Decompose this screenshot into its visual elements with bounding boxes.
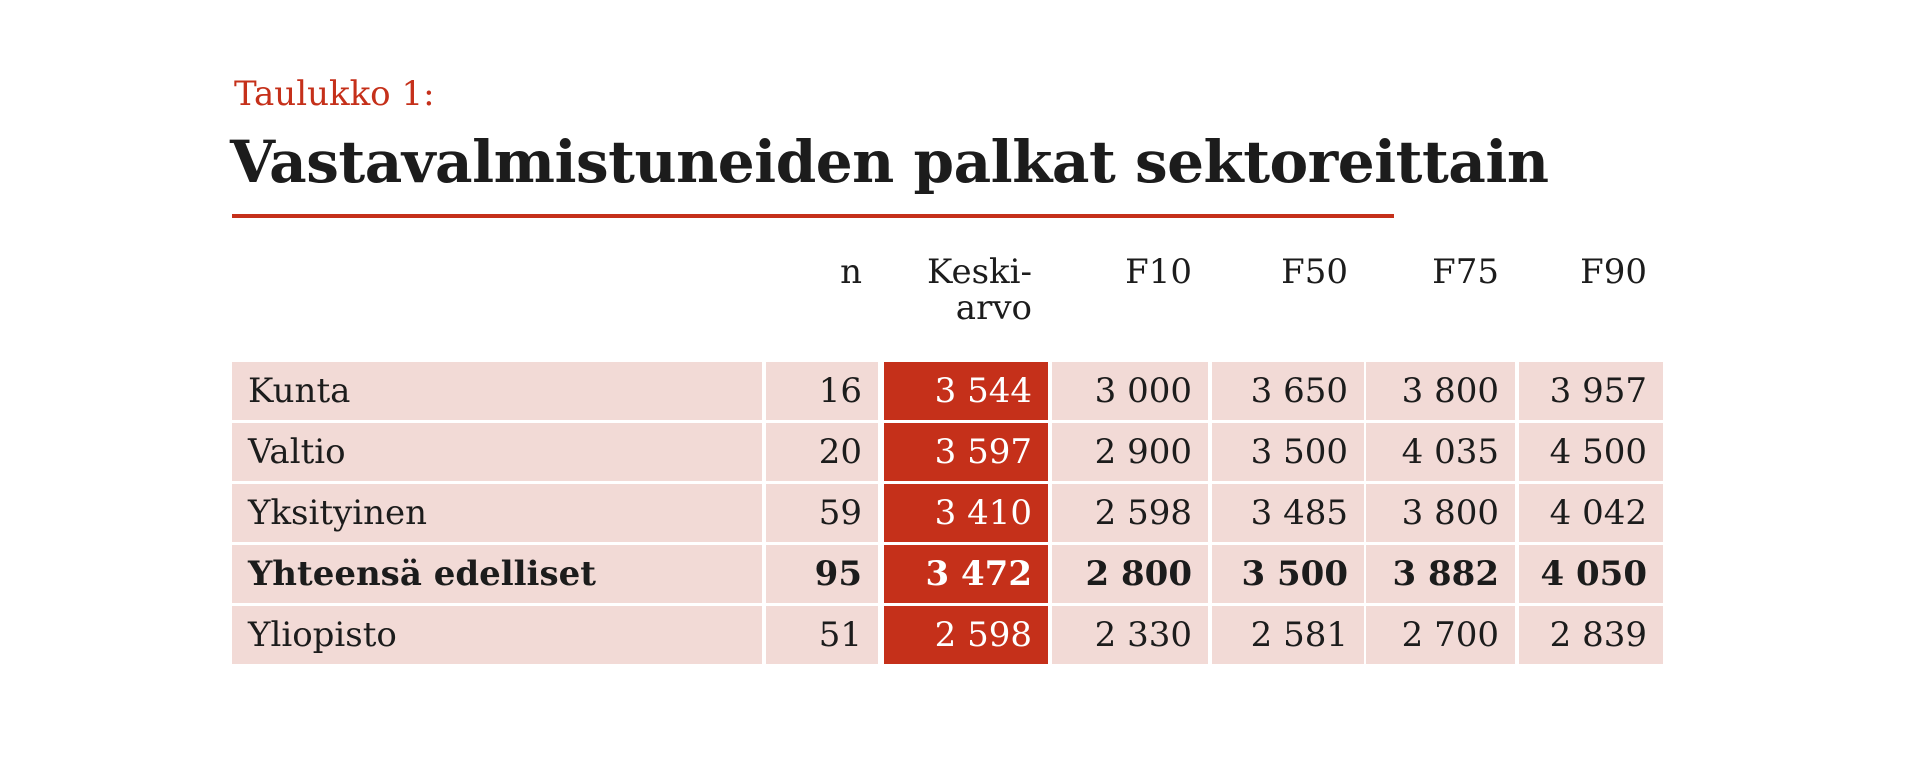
column-header-label: F90 xyxy=(1580,252,1647,292)
column-header: F10 xyxy=(1125,254,1192,290)
value-cell: 95 xyxy=(766,545,878,603)
mean-cell: 3 472 xyxy=(884,545,1048,603)
mean-cell: 3 544 xyxy=(884,362,1048,420)
value-cell: 2 598 xyxy=(1052,484,1208,542)
value-cell: 3 500 xyxy=(1212,423,1364,481)
column-header: F75 xyxy=(1432,254,1499,290)
value-cell: 4 500 xyxy=(1519,423,1663,481)
mean-cell: 3 597 xyxy=(884,423,1048,481)
value-cell: 4 042 xyxy=(1519,484,1663,542)
value-cell: 51 xyxy=(766,606,878,664)
column-header-label: n xyxy=(840,252,862,292)
value-cell: 3 500 xyxy=(1212,545,1364,603)
value-cell: 3 800 xyxy=(1366,484,1515,542)
value-cell: 16 xyxy=(766,362,878,420)
column-header: F50 xyxy=(1281,254,1348,290)
column-header-label: F75 xyxy=(1432,252,1499,292)
value-cell: 20 xyxy=(766,423,878,481)
row-label: Yliopisto xyxy=(232,606,762,664)
table-label: Taulukko 1: xyxy=(234,74,435,114)
column-header: n xyxy=(840,254,862,290)
value-cell: 3 800 xyxy=(1366,362,1515,420)
mean-cell: 3 410 xyxy=(884,484,1048,542)
value-cell: 2 700 xyxy=(1366,606,1515,664)
row-label: Yhteensä edelliset xyxy=(232,545,762,603)
value-cell: 3 485 xyxy=(1212,484,1364,542)
mean-cell: 2 598 xyxy=(884,606,1048,664)
value-cell: 2 800 xyxy=(1052,545,1208,603)
value-cell: 2 839 xyxy=(1519,606,1663,664)
column-header: F90 xyxy=(1580,254,1647,290)
value-cell: 4 050 xyxy=(1519,545,1663,603)
value-cell: 2 581 xyxy=(1212,606,1364,664)
title-underline xyxy=(232,214,1394,218)
value-cell: 2 330 xyxy=(1052,606,1208,664)
column-header: Keski-arvo xyxy=(927,254,1032,326)
value-cell: 3 882 xyxy=(1366,545,1515,603)
value-cell: 3 650 xyxy=(1212,362,1364,420)
column-header-label: F50 xyxy=(1281,252,1348,292)
value-cell: 4 035 xyxy=(1366,423,1515,481)
row-label: Kunta xyxy=(232,362,762,420)
table-title: Vastavalmistuneiden palkat sektoreittain xyxy=(230,128,1549,196)
value-cell: 2 900 xyxy=(1052,423,1208,481)
value-cell: 3 000 xyxy=(1052,362,1208,420)
value-cell: 3 957 xyxy=(1519,362,1663,420)
column-header-label-line2: arvo xyxy=(955,288,1032,328)
row-label: Valtio xyxy=(232,423,762,481)
value-cell: 59 xyxy=(766,484,878,542)
row-label: Yksityinen xyxy=(232,484,762,542)
column-header-label: Keski- xyxy=(926,252,1032,292)
column-header-label: F10 xyxy=(1125,252,1192,292)
